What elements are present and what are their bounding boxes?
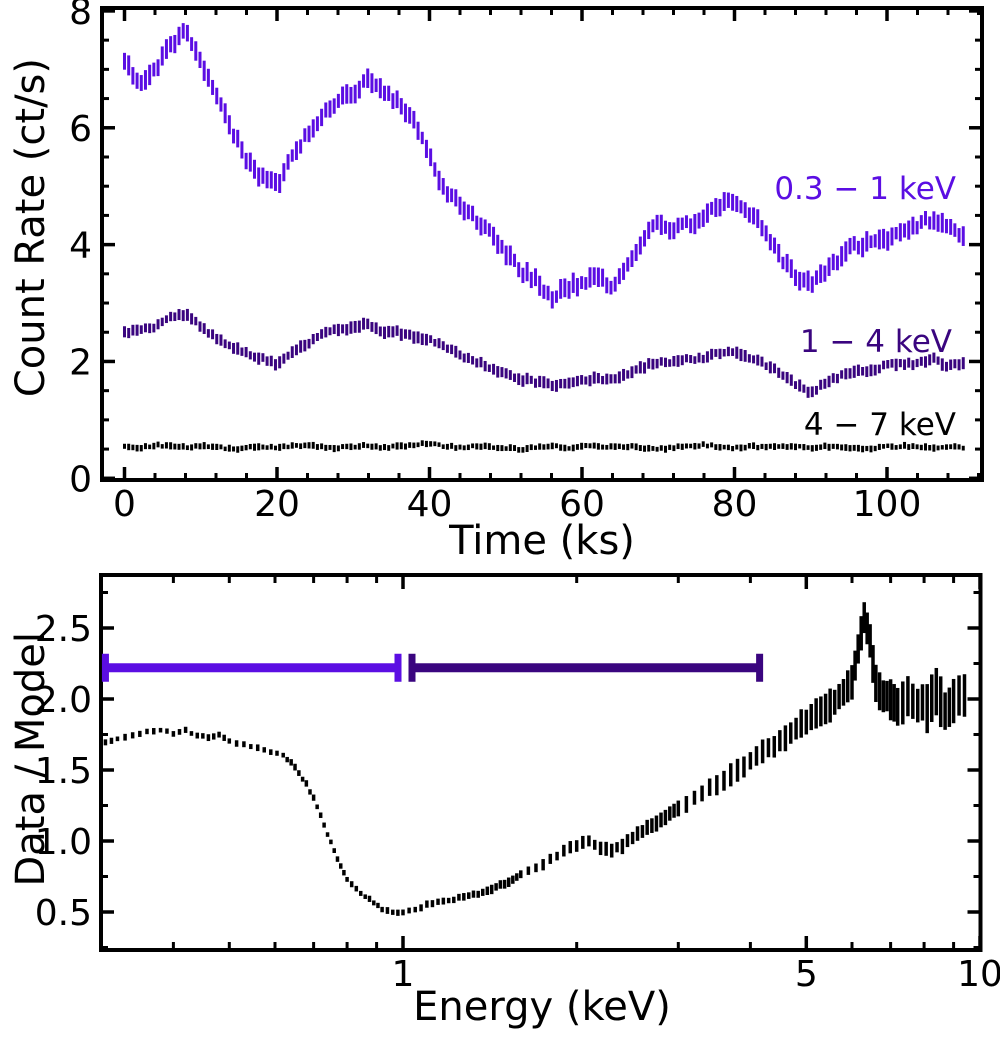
svg-text:8: 8 <box>69 0 92 33</box>
svg-text:40: 40 <box>407 484 453 525</box>
energy-axis-title: Energy (keV) <box>413 984 671 1030</box>
svg-text:100: 100 <box>853 484 922 525</box>
svg-text:2: 2 <box>69 342 92 383</box>
svg-text:80: 80 <box>712 484 758 525</box>
svg-text:6: 6 <box>69 109 92 150</box>
svg-text:1.0: 1.0 <box>35 822 92 863</box>
svg-text:4: 4 <box>69 226 92 267</box>
svg-text:1.5: 1.5 <box>35 751 92 792</box>
svg-text:0.5: 0.5 <box>35 893 92 934</box>
svg-text:2.0: 2.0 <box>35 680 92 721</box>
legend-mid-band-label: 1 − 4 keV <box>799 324 952 360</box>
legend-hard-band-label: 4 − 7 keV <box>803 407 956 443</box>
svg-text:20: 20 <box>254 484 300 525</box>
time-axis-title: Time (ks) <box>449 518 635 564</box>
svg-text:1: 1 <box>392 954 415 995</box>
legend-soft-band-label: 0.3 − 1 keV <box>774 171 956 207</box>
data-model-axis-title: Data / Model <box>8 632 54 887</box>
count-rate-axis-title: Count Rate (ct/s) <box>8 58 54 398</box>
svg-text:5: 5 <box>795 954 818 995</box>
svg-text:0: 0 <box>113 484 136 525</box>
svg-text:0: 0 <box>69 459 92 500</box>
svg-text:2.5: 2.5 <box>35 609 92 650</box>
svg-text:10: 10 <box>957 954 1000 995</box>
svg-text:60: 60 <box>559 484 605 525</box>
